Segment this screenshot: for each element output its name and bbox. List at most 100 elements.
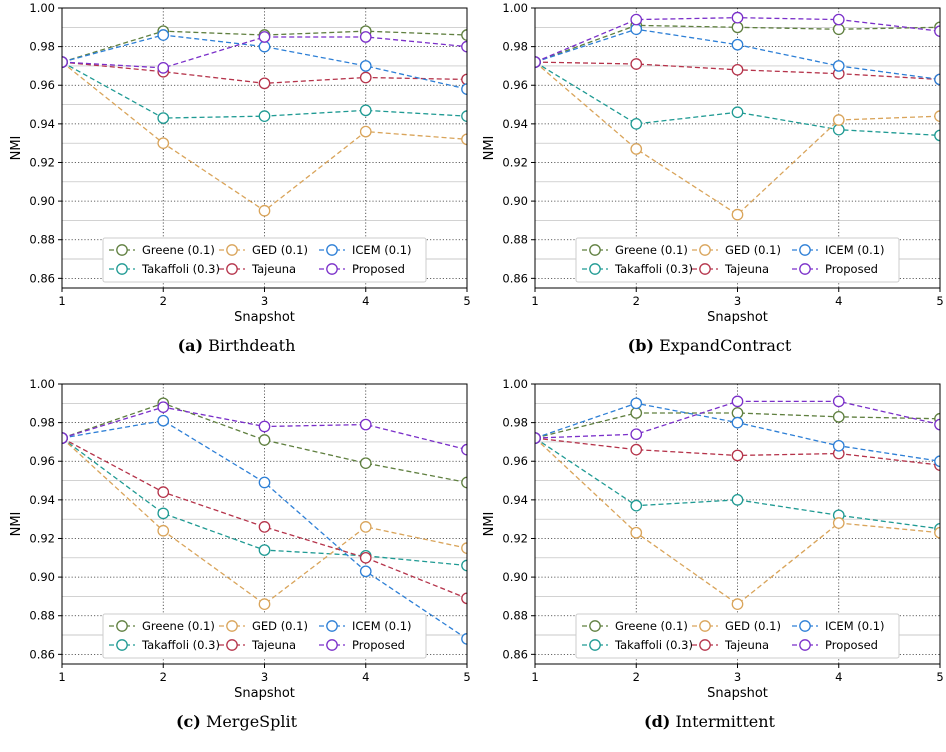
legend-marker — [116, 620, 128, 632]
y-axis-label: NMI — [482, 512, 497, 537]
series-line — [62, 36, 467, 69]
legend-marker — [226, 244, 238, 256]
chart-svg-a: 0.86 0.88 0.90 0.92 0.94 0.96 0.98 1.00 1 2 3 4 5 Sna… — [9, 1, 471, 325]
data-point — [258, 31, 271, 43]
data-point — [258, 544, 271, 556]
legend-label: ICEM (0.1) — [825, 243, 885, 257]
data-point — [359, 521, 372, 533]
legend-label: Greene (0.1) — [615, 243, 688, 257]
legend-marker — [116, 639, 128, 651]
data-point — [630, 499, 643, 512]
legend-box — [102, 613, 427, 659]
caption-text-a: Birthdeath — [208, 336, 296, 355]
x-tick-label: 4 — [362, 670, 369, 684]
x-tick-label: 1 — [531, 294, 538, 308]
legend-label: Tajeuna — [251, 262, 296, 276]
legend-label: Takaffoli (0.3) — [614, 638, 693, 652]
data-point — [731, 494, 744, 506]
series-line — [62, 437, 467, 599]
data-point — [630, 526, 643, 539]
legend-marker — [326, 263, 338, 275]
data-point — [359, 31, 372, 43]
x-tick-label: 5 — [936, 670, 943, 684]
data-point — [630, 443, 643, 456]
data-point — [62, 432, 68, 444]
legend-marker — [799, 244, 811, 256]
x-tick-label: 4 — [362, 294, 369, 308]
x-tick-label: 2 — [633, 670, 640, 684]
chart-svg-d: 0.86 0.88 0.90 0.92 0.94 0.96 0.98 1.00 1 2 3 4 5 Sna… — [482, 377, 944, 701]
legend-marker — [589, 263, 601, 275]
legend-marker — [226, 620, 238, 632]
legend-label: GED (0.1) — [725, 619, 781, 633]
data-point — [258, 110, 271, 122]
x-tick-label: 2 — [633, 294, 640, 308]
x-tick-label: 3 — [734, 670, 741, 684]
y-tick-label: 0.96 — [29, 78, 55, 92]
y-tick-label: 0.90 — [29, 194, 55, 208]
data-point — [359, 71, 372, 84]
chart-panel-a: 0.86 0.88 0.90 0.92 0.94 0.96 0.98 1.00 1 2 3 4 5 Sna… — [0, 0, 473, 376]
legend-marker — [799, 620, 811, 632]
x-axis-label: Snapshot — [707, 310, 768, 325]
legend-box — [575, 237, 900, 283]
caption-d: (d) Intermittent — [473, 712, 946, 731]
data-point — [258, 476, 271, 489]
legend-label: Greene (0.1) — [142, 619, 215, 633]
data-point — [258, 40, 271, 53]
legend-marker — [699, 244, 711, 256]
caption-text-b: ExpandContract — [659, 336, 792, 355]
y-tick-label: 0.90 — [502, 194, 528, 208]
data-point — [157, 29, 170, 41]
y-tick-label: 0.86 — [502, 271, 528, 285]
legend-marker — [699, 620, 711, 632]
x-tick-label: 5 — [936, 294, 943, 308]
y-tick-label: 0.88 — [29, 233, 55, 247]
data-point — [731, 598, 744, 610]
data-point — [359, 60, 372, 72]
data-point — [258, 521, 271, 533]
data-point — [630, 397, 643, 410]
data-point — [157, 414, 170, 427]
legend-marker — [799, 639, 811, 651]
legend-label: Takaffoli (0.3) — [141, 638, 220, 652]
legend-label: Proposed — [352, 262, 405, 276]
data-point — [731, 106, 744, 119]
data-point — [359, 125, 372, 138]
legend-label: Tajeuna — [251, 638, 296, 652]
legend-marker — [589, 244, 601, 256]
plot-frame — [534, 7, 941, 289]
y-tick-label: 0.96 — [502, 454, 528, 468]
data-point — [731, 449, 744, 462]
data-point — [731, 407, 744, 419]
data-point — [535, 432, 541, 444]
legend-box — [575, 613, 900, 659]
x-tick-label: 4 — [835, 294, 842, 308]
series-line — [62, 420, 467, 640]
data-point — [62, 56, 68, 68]
y-tick-label: 0.92 — [29, 155, 55, 169]
data-point — [731, 11, 744, 24]
legend: Greene (0.1) Takaffoli (0.3) GED (0.1) Taje… — [575, 613, 900, 659]
y-tick-label: 0.98 — [502, 40, 528, 54]
legend-label: Tajeuna — [724, 262, 769, 276]
data-point — [157, 507, 170, 520]
y-tick-label: 0.98 — [29, 40, 55, 54]
data-point — [731, 21, 744, 34]
series-line — [535, 400, 940, 439]
data-point — [157, 401, 170, 414]
data-point — [630, 118, 643, 130]
caption-a: (a) Birthdeath — [0, 336, 473, 355]
legend-marker — [589, 620, 601, 632]
data-point — [258, 420, 271, 433]
y-tick-label: 0.86 — [29, 271, 55, 285]
series-group — [535, 395, 940, 610]
data-point — [630, 428, 643, 441]
data-point — [359, 551, 372, 564]
series-line — [62, 34, 467, 90]
chart-panel-d: 0.86 0.88 0.90 0.92 0.94 0.96 0.98 1.00 1 2 3 4 5 Sna… — [473, 376, 946, 752]
legend-marker — [799, 263, 811, 275]
data-point — [832, 123, 845, 136]
legend-marker — [699, 263, 711, 275]
y-tick-label: 1.00 — [502, 1, 528, 15]
